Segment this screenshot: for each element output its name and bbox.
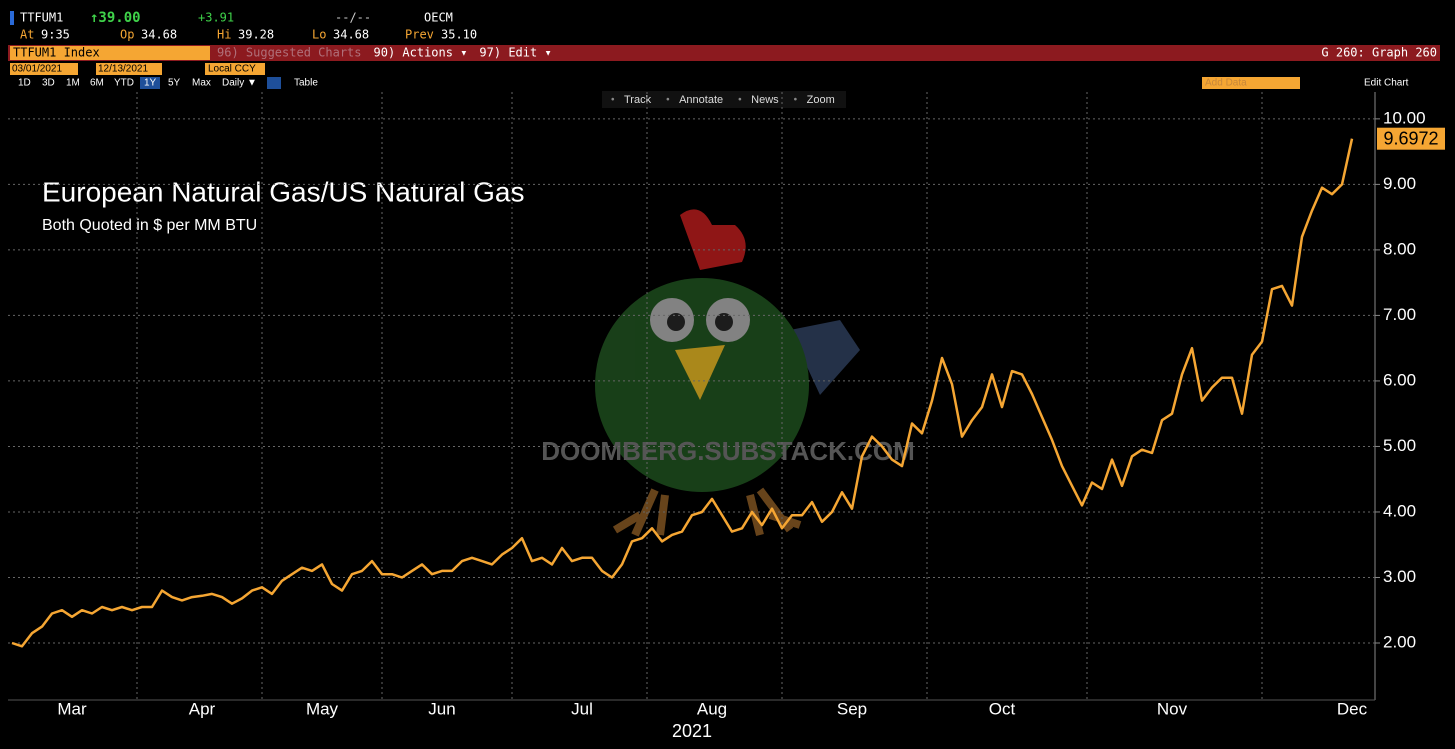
tool[interactable]: News xyxy=(751,94,779,106)
currency-box[interactable] xyxy=(205,63,265,75)
x-tick-label: Dec xyxy=(1337,699,1368,718)
x-tick-label: Apr xyxy=(189,699,216,718)
end-date: 12/13/2021 xyxy=(98,64,148,75)
change: +3.91 xyxy=(198,11,234,25)
chart-subtitle: Both Quoted in $ per MM BTU xyxy=(42,217,257,234)
currency: Local CCY xyxy=(208,64,256,75)
start-date-box[interactable] xyxy=(10,63,78,75)
tool[interactable]: Track xyxy=(624,94,652,106)
last-value: 9.6972 xyxy=(1383,128,1438,148)
toolbar xyxy=(602,91,846,108)
field-label: Lo xyxy=(312,28,326,42)
y-tick-label: 7.00 xyxy=(1383,305,1416,324)
graph-name: G 260: Graph 260 xyxy=(1321,46,1437,60)
table-button[interactable]: Table xyxy=(294,78,318,89)
x-tick-label: Jul xyxy=(571,699,593,718)
ticker-marker xyxy=(10,11,14,25)
source: OECM xyxy=(424,11,453,25)
field-value: 39.28 xyxy=(238,28,274,42)
tool-icon: • xyxy=(611,95,615,106)
chart-title: European Natural Gas/US Natural Gas xyxy=(42,176,524,207)
field-value: 34.68 xyxy=(333,28,369,42)
menu-item[interactable]: 97) Edit ▾ xyxy=(479,46,551,60)
wing xyxy=(790,320,860,395)
range-button[interactable]: 5Y xyxy=(168,78,181,89)
start-date: 03/01/2021 xyxy=(12,64,62,75)
field-value: 34.68 xyxy=(141,28,177,42)
x-tick-label: Mar xyxy=(57,699,87,718)
y-tick-label: 6.00 xyxy=(1383,370,1416,389)
x-tick-label: May xyxy=(306,699,339,718)
field-value: 9:35 xyxy=(41,28,70,42)
comb xyxy=(680,209,746,270)
tool-icon: • xyxy=(738,95,742,106)
security-box[interactable] xyxy=(10,46,210,60)
tool-icon: • xyxy=(794,95,798,106)
menu-bar xyxy=(8,45,1440,61)
header-fields: At 9:35 Op 34.68 Hi 39.28 Lo 34.68 Prev 35.10 xyxy=(20,28,477,42)
last-price: ↑39.00 xyxy=(90,10,141,26)
y-tick-label: 4.00 xyxy=(1383,501,1416,520)
time-range: --/-- xyxy=(335,11,371,25)
edit-chart[interactable]: Edit Chart xyxy=(1364,78,1409,89)
tool[interactable]: Zoom xyxy=(807,94,835,106)
price-line xyxy=(11,138,1354,648)
y-tick-label: 8.00 xyxy=(1383,239,1416,258)
chart-type-icon xyxy=(267,77,281,89)
tool-icon: • xyxy=(666,95,670,106)
feet xyxy=(612,487,802,537)
range-button[interactable]: 3D xyxy=(42,78,55,89)
field-label: At xyxy=(20,28,34,42)
last-value-box xyxy=(1377,127,1445,150)
end-date-box[interactable] xyxy=(96,63,162,75)
x-tick-label: Sep xyxy=(837,699,867,718)
tool[interactable]: Annotate xyxy=(679,94,723,106)
beak xyxy=(675,345,725,400)
range-selected xyxy=(140,77,160,89)
tools: • Track • Annotate • News • Zoom xyxy=(611,94,835,106)
x-tick-label: Aug xyxy=(697,699,727,718)
add-data-box[interactable] xyxy=(1202,77,1300,89)
menu-item[interactable]: 90) Actions ▾ xyxy=(374,46,468,60)
ticker: TTFUM1 xyxy=(20,11,63,25)
range-button[interactable]: Max xyxy=(192,78,211,89)
x-tick-label: Nov xyxy=(1157,699,1188,718)
range-buttons: 1D 3D 1M 6M YTD 1Y 5Y Max Daily ▼ Table xyxy=(18,77,318,89)
range-button[interactable]: 1M xyxy=(66,78,80,89)
field-label: Prev xyxy=(405,28,434,42)
y-tick-label: 3.00 xyxy=(1383,567,1416,586)
x-tick-label: Jun xyxy=(428,699,455,718)
range-button[interactable]: 1Y xyxy=(144,78,157,89)
menu-item[interactable]: 96) Suggested Charts xyxy=(217,46,362,60)
watermark: DOOMBERG.SUBSTACK.COM xyxy=(541,436,915,466)
frequency[interactable]: Daily ▼ xyxy=(222,78,257,89)
range-button[interactable]: YTD xyxy=(114,78,134,89)
y-tick-label: 10.00 xyxy=(1383,108,1426,127)
field-label: Op xyxy=(120,28,134,42)
y-tick-label: 5.00 xyxy=(1383,436,1416,455)
y-tick-label: 2.00 xyxy=(1383,632,1416,651)
pupil xyxy=(715,313,733,331)
security: TTFUM1 Index xyxy=(13,46,100,60)
menu-items: 96) Suggested Charts 90) Actions ▾ 97) Edi… xyxy=(217,46,552,60)
range-button[interactable]: 1D xyxy=(18,78,31,89)
add-data: Add Data xyxy=(1205,78,1247,89)
y-tick-label: 9.00 xyxy=(1383,174,1416,193)
range-button[interactable]: 6M xyxy=(90,78,104,89)
field-label: Hi xyxy=(217,28,231,42)
pupil xyxy=(667,313,685,331)
field-value: 35.10 xyxy=(441,28,477,42)
x-tick-label: Oct xyxy=(989,699,1016,718)
mascot xyxy=(595,209,860,537)
x-axis-label: 2021 xyxy=(672,721,712,741)
